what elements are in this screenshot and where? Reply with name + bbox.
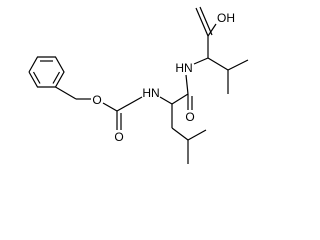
bond — [171, 93, 189, 105]
bond — [116, 96, 143, 112]
atom-label: O — [92, 93, 101, 107]
bond — [171, 127, 189, 141]
atom-labels: OH HN HN O O O — [92, 11, 235, 144]
atom-label: OH — [217, 11, 235, 25]
atom-label: HN — [142, 86, 159, 100]
bond — [185, 74, 189, 95]
atom-label: HN — [175, 61, 192, 75]
bond — [207, 23, 217, 37]
bonds — [28, 6, 249, 164]
benzene-ring — [28, 56, 65, 88]
bond — [159, 96, 173, 105]
bond — [55, 86, 77, 100]
bond — [207, 57, 229, 71]
bond — [102, 102, 118, 112]
bond — [227, 59, 249, 71]
bond — [193, 57, 209, 65]
atom-label: O — [185, 110, 194, 124]
structure-diagram: OH HN HN O O O — [28, 6, 249, 164]
ring-double-bond — [52, 71, 61, 84]
page: OH HN HN O O O (() => { const data = JSO… — [28, 6, 249, 164]
atom-label: O — [114, 130, 123, 144]
ring-double-bond — [32, 71, 41, 84]
bond — [187, 129, 207, 141]
bond — [199, 6, 213, 36]
bond — [195, 7, 209, 37]
